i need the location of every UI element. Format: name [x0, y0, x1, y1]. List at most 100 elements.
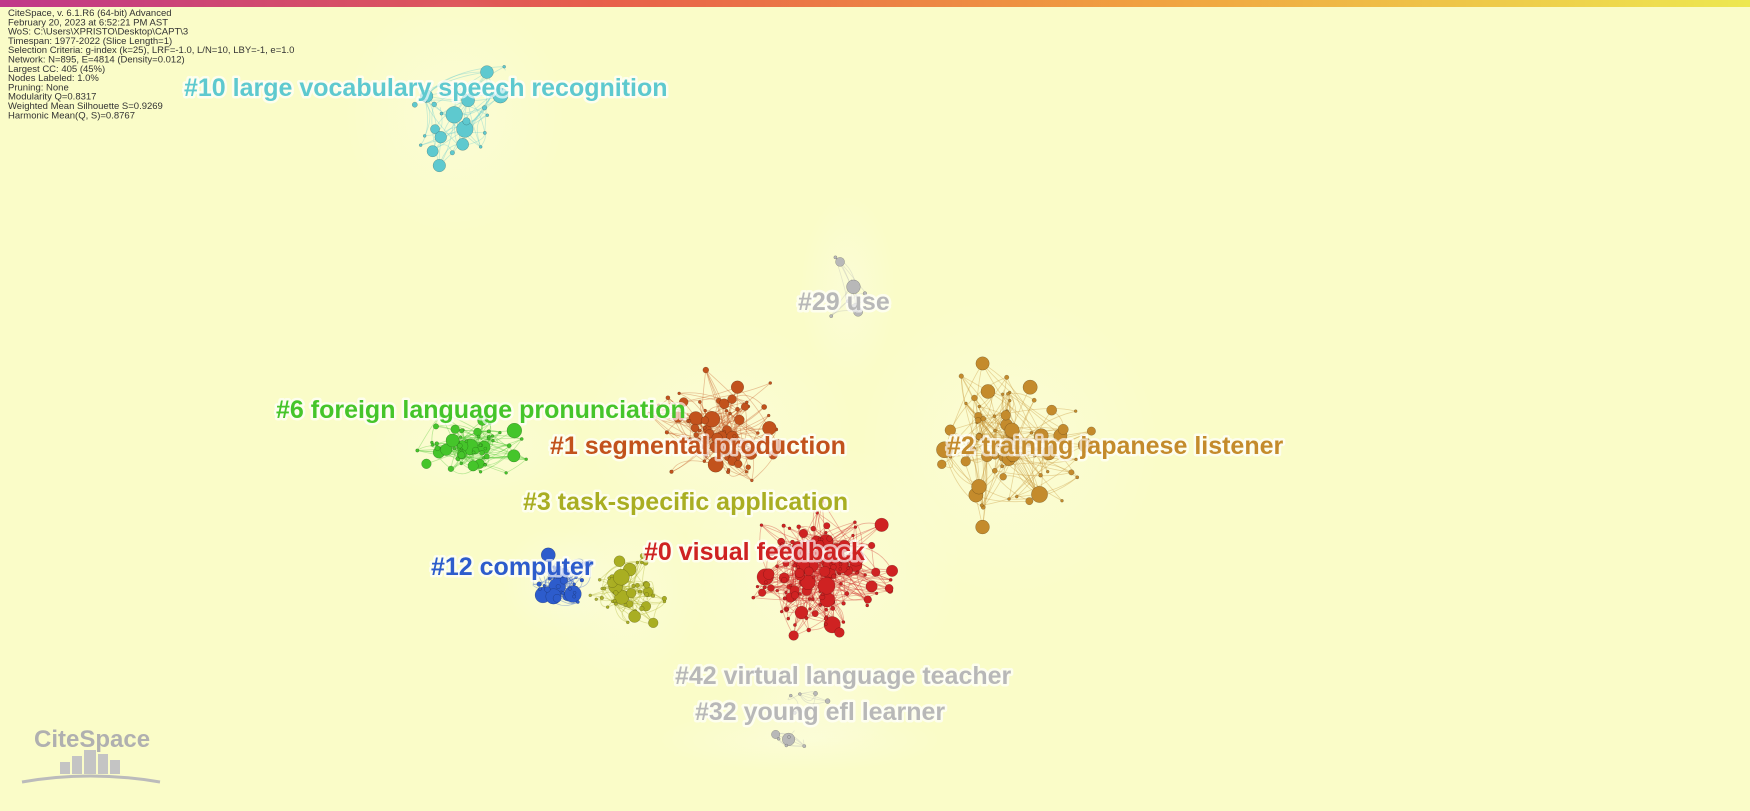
node	[572, 594, 577, 599]
node	[782, 560, 790, 567]
node	[486, 429, 491, 434]
node	[647, 411, 651, 416]
edge	[982, 363, 1042, 436]
node	[481, 105, 488, 111]
node	[948, 455, 953, 459]
node	[703, 408, 707, 413]
node	[1006, 443, 1011, 448]
node	[665, 395, 671, 401]
node	[734, 414, 745, 426]
cluster-glow	[656, 708, 944, 772]
node	[798, 692, 802, 696]
info-line: WoS: C:\Users\XPRISTO\Desktop\CAPT\3	[8, 27, 188, 38]
cluster	[502, 526, 614, 638]
node	[1029, 430, 1034, 435]
edge	[960, 376, 987, 458]
node	[808, 607, 812, 611]
node	[850, 303, 861, 313]
node	[700, 416, 709, 425]
edge	[995, 400, 1011, 446]
logo-bars	[60, 750, 120, 774]
node	[831, 573, 837, 579]
node	[758, 588, 767, 597]
node	[559, 567, 570, 578]
edge	[702, 408, 738, 448]
node	[580, 561, 586, 568]
node	[613, 602, 618, 606]
node	[718, 398, 730, 410]
node	[794, 568, 805, 578]
node	[841, 620, 846, 624]
edge	[944, 363, 983, 450]
cluster	[800, 194, 896, 386]
node	[445, 106, 463, 124]
node	[456, 138, 470, 151]
edge	[488, 431, 499, 443]
node	[847, 549, 865, 567]
node	[865, 580, 878, 593]
node	[824, 530, 828, 535]
logo: CiteSpace	[21, 726, 161, 784]
edge	[799, 693, 816, 702]
edge	[689, 439, 705, 462]
node	[644, 592, 649, 597]
edge	[1019, 400, 1035, 441]
node	[839, 581, 843, 586]
node	[981, 450, 994, 463]
node	[458, 435, 463, 439]
node	[996, 443, 1000, 448]
node	[707, 456, 724, 473]
node	[482, 130, 487, 135]
edge	[742, 429, 777, 446]
node	[648, 617, 659, 629]
edge	[1011, 439, 1077, 460]
edge	[797, 521, 856, 548]
node	[975, 417, 982, 424]
cluster-label: #10 large vocabulary speech recognition	[184, 74, 668, 102]
edge	[761, 524, 835, 555]
node	[735, 438, 740, 443]
node	[820, 499, 825, 503]
node	[813, 691, 818, 696]
node	[811, 575, 816, 580]
node	[886, 564, 899, 577]
edge	[683, 382, 771, 403]
node	[491, 438, 495, 443]
node	[784, 743, 789, 748]
edge	[753, 597, 868, 601]
node	[439, 111, 444, 116]
node	[888, 577, 893, 582]
edge	[816, 512, 891, 591]
node	[432, 159, 446, 173]
node	[980, 415, 987, 422]
edge	[965, 403, 1005, 457]
node	[815, 511, 820, 515]
edge	[1008, 444, 1086, 500]
edge	[793, 559, 822, 636]
node	[693, 432, 700, 438]
edge	[426, 66, 505, 97]
node	[461, 93, 475, 108]
node	[434, 445, 441, 452]
node	[830, 605, 836, 611]
node	[1004, 374, 1010, 380]
edge	[417, 445, 462, 451]
node	[490, 434, 495, 438]
node	[662, 599, 667, 604]
info-line: Selection Criteria: g-index (k=25), LRF=…	[8, 45, 294, 56]
node	[1033, 428, 1049, 444]
edge	[981, 459, 1077, 506]
node	[786, 616, 791, 621]
node	[820, 592, 825, 597]
node	[423, 99, 428, 103]
cluster-label: #0 visual feedback	[644, 538, 865, 566]
node	[992, 414, 997, 419]
node	[453, 88, 458, 92]
edge	[961, 375, 1078, 478]
node	[507, 449, 521, 463]
edge	[414, 71, 487, 105]
node	[804, 539, 816, 551]
node	[768, 381, 773, 385]
edge	[439, 107, 442, 114]
edge	[424, 100, 431, 137]
